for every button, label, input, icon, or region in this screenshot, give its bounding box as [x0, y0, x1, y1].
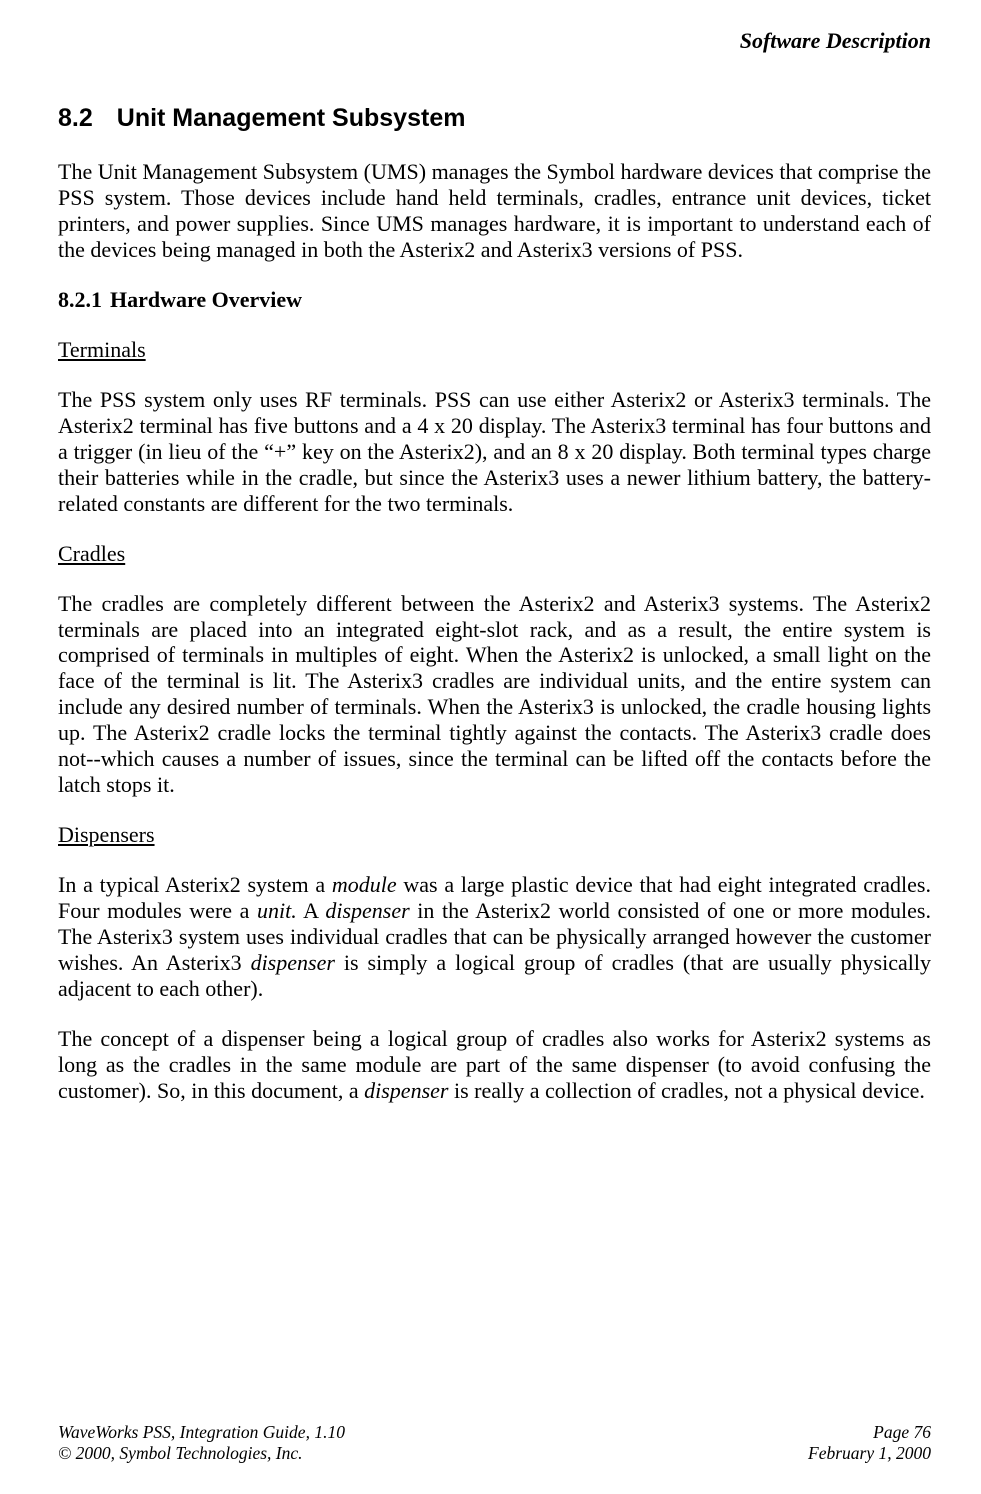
- section-heading: 8.2 Unit Management Subsystem: [58, 104, 931, 133]
- footer-date: February 1, 2000: [808, 1443, 931, 1464]
- italic-term: module: [332, 872, 397, 897]
- footer-right: Page 76 February 1, 2000: [808, 1422, 931, 1464]
- dispensers-p1: In a typical Asterix2 system a module wa…: [58, 872, 931, 1002]
- cradles-body: The cradles are completely different bet…: [58, 591, 931, 799]
- footer-block: ________________________________________…: [58, 1408, 931, 1464]
- footer-left: WaveWorks PSS, Integration Guide, 1.10 ©…: [58, 1422, 345, 1464]
- page: Software Description ___________________…: [0, 0, 981, 1494]
- subsection-title: Hardware Overview: [110, 287, 302, 312]
- subsection-heading: 8.2.1 Hardware Overview: [58, 287, 931, 313]
- subsection-number: 8.2.1: [58, 287, 102, 313]
- header-rule: ________________________________________…: [58, 54, 931, 66]
- section-number: 8.2: [58, 104, 93, 133]
- footer-rule: ________________________________________…: [58, 1408, 931, 1418]
- terminals-heading: Terminals: [58, 337, 931, 363]
- footer-doc-title: WaveWorks PSS, Integration Guide, 1.10: [58, 1422, 345, 1443]
- footer-copyright: © 2000, Symbol Technologies, Inc.: [58, 1443, 345, 1464]
- italic-term: dispenser: [364, 1078, 448, 1103]
- page-footer: WaveWorks PSS, Integration Guide, 1.10 ©…: [58, 1422, 931, 1464]
- italic-term: dispenser: [325, 898, 409, 923]
- dispensers-heading: Dispensers: [58, 822, 931, 848]
- section-intro: The Unit Management Subsystem (UMS) mana…: [58, 159, 931, 263]
- section-title: Unit Management Subsystem: [117, 104, 466, 132]
- italic-term: unit.: [257, 898, 297, 923]
- dispensers-p2: The concept of a dispenser being a logic…: [58, 1026, 931, 1104]
- text-run: is really a collection of cradles, not a…: [448, 1078, 924, 1103]
- italic-term: dispenser: [251, 950, 335, 975]
- page-header: Software Description: [58, 28, 931, 54]
- text-run: A: [297, 898, 326, 923]
- cradles-heading: Cradles: [58, 541, 931, 567]
- terminals-body: The PSS system only uses RF terminals. P…: [58, 387, 931, 517]
- content-area: Software Description ___________________…: [58, 28, 931, 1408]
- footer-page: Page 76: [808, 1422, 931, 1443]
- text-run: In a typical Asterix2 system a: [58, 872, 332, 897]
